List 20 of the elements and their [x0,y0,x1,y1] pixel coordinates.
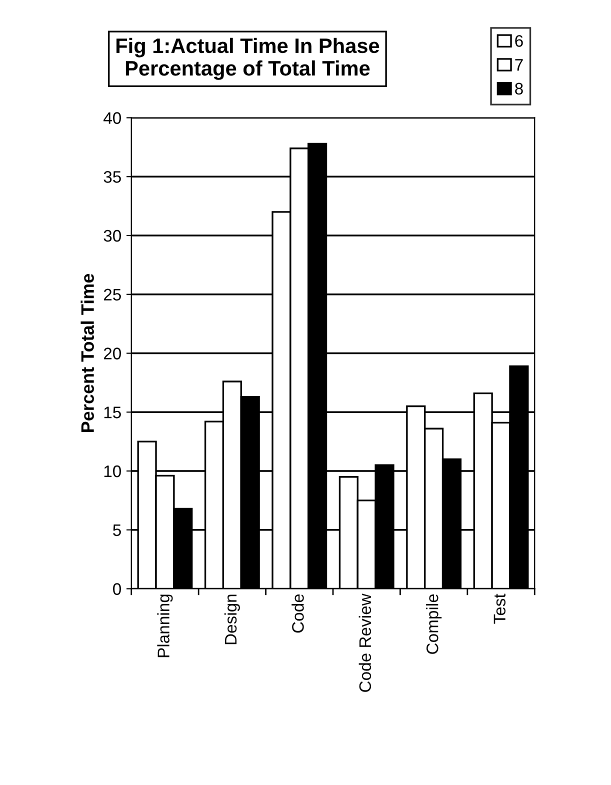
y-tick-label: 15 [104,406,121,418]
y-tick-label: 30 [104,230,121,242]
chart-title: Fig 1:Actual Time In Phase Percentage of Total Time [116,38,380,80]
legend-label: 8 [515,82,523,95]
legend-label: 7 [515,59,523,71]
x-tick-label: Planning [157,594,173,658]
legend-label: 6 [515,35,523,47]
x-tick-label: Code Review [358,594,372,692]
y-tick-label: 5 [113,524,121,536]
x-tick-label: Test [494,594,506,624]
x-tick-label: Design [224,594,240,644]
y-tick-label: 10 [104,465,121,478]
y-tick-label: 25 [104,288,121,301]
x-tick-label: Compile [426,594,442,654]
y-tick-label: 0 [113,583,121,595]
y-tick-label: 35 [104,171,121,183]
y-tick-label: 40 [103,112,121,124]
y-tick-label: 20 [104,348,121,360]
y-axis-title: Percent Total Time [80,274,94,432]
x-tick-label: Code [292,594,304,633]
